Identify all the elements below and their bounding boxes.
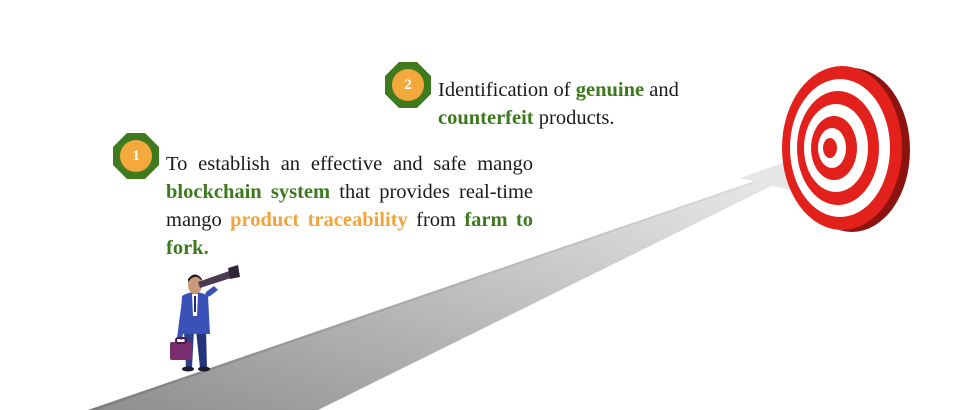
goal-1-text: To establish an effective and safe mango… (166, 150, 533, 262)
goal-1-text-part: that provides real-time mango (166, 181, 533, 231)
octagon-badge-icon (113, 133, 159, 179)
goal-1-highlight-traceability: product traceability (230, 209, 408, 231)
goal-2-highlight-counterfeit: counterfeit (438, 107, 534, 129)
goal-2-text-part: and (644, 79, 679, 101)
goal-2-text-part: Identification of (438, 79, 576, 101)
step-number-1: 1 (132, 147, 140, 164)
businessman-with-telescope-icon (170, 265, 240, 372)
step-badge-2: 2 (383, 60, 433, 110)
step-badge-1: 1 (111, 131, 161, 181)
goal-2-highlight-genuine: genuine (575, 79, 645, 101)
step-number-2: 2 (404, 76, 412, 93)
goal-2-text-part: products. (533, 107, 615, 129)
target-icon (782, 66, 910, 232)
octagon-badge-icon (385, 62, 431, 108)
goal-1-text-part: To establish an effective and safe mango (166, 153, 533, 175)
goal-2-text: Identification of genuine and counterfei… (438, 76, 758, 132)
goal-1-text-part: from (407, 209, 465, 231)
goal-1-highlight-farm-to-fork: farm to fork. (166, 209, 533, 259)
goal-1-highlight-blockchain: blockchain system (166, 181, 331, 203)
